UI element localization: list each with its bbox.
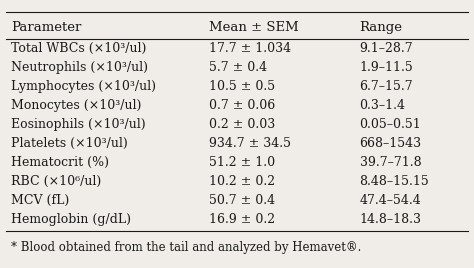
Text: 10.2 ± 0.2: 10.2 ± 0.2	[209, 175, 275, 188]
Text: Neutrophils (×10³/ul): Neutrophils (×10³/ul)	[11, 61, 148, 74]
Text: 17.7 ± 1.034: 17.7 ± 1.034	[209, 42, 291, 55]
Text: 0.3–1.4: 0.3–1.4	[359, 99, 406, 112]
Text: RBC (×10⁶/ul): RBC (×10⁶/ul)	[11, 175, 101, 188]
Text: Range: Range	[359, 21, 402, 34]
Text: 10.5 ± 0.5: 10.5 ± 0.5	[209, 80, 275, 93]
Text: 51.2 ± 1.0: 51.2 ± 1.0	[209, 156, 275, 169]
Text: 39.7–71.8: 39.7–71.8	[359, 156, 421, 169]
Text: MCV (fL): MCV (fL)	[11, 194, 69, 207]
Text: Platelets (×10³/ul): Platelets (×10³/ul)	[11, 137, 128, 150]
Text: Mean ± SEM: Mean ± SEM	[209, 21, 299, 34]
Text: 47.4–54.4: 47.4–54.4	[359, 194, 421, 207]
Text: 50.7 ± 0.4: 50.7 ± 0.4	[209, 194, 275, 207]
Text: 934.7 ± 34.5: 934.7 ± 34.5	[209, 137, 291, 150]
Text: 0.7 ± 0.06: 0.7 ± 0.06	[209, 99, 275, 112]
Text: 1.9–11.5: 1.9–11.5	[359, 61, 413, 74]
Text: 0.2 ± 0.03: 0.2 ± 0.03	[209, 118, 275, 131]
Text: Monocytes (×10³/ul): Monocytes (×10³/ul)	[11, 99, 141, 112]
Text: 8.48–15.15: 8.48–15.15	[359, 175, 429, 188]
Text: Total WBCs (×10³/ul): Total WBCs (×10³/ul)	[11, 42, 146, 55]
Text: * Blood obtained from the tail and analyzed by Hemavet®.: * Blood obtained from the tail and analy…	[11, 241, 361, 254]
Text: Lymphocytes (×10³/ul): Lymphocytes (×10³/ul)	[11, 80, 156, 93]
Text: 5.7 ± 0.4: 5.7 ± 0.4	[209, 61, 267, 74]
Text: Hemoglobin (g/dL): Hemoglobin (g/dL)	[11, 213, 131, 226]
Text: 668–1543: 668–1543	[359, 137, 422, 150]
Text: 0.05–0.51: 0.05–0.51	[359, 118, 421, 131]
Text: 16.9 ± 0.2: 16.9 ± 0.2	[209, 213, 275, 226]
Text: 14.8–18.3: 14.8–18.3	[359, 213, 421, 226]
Text: Parameter: Parameter	[11, 21, 81, 34]
Text: 6.7–15.7: 6.7–15.7	[359, 80, 413, 93]
Text: Hematocrit (%): Hematocrit (%)	[11, 156, 109, 169]
Text: Eosinophils (×10³/ul): Eosinophils (×10³/ul)	[11, 118, 146, 131]
Text: 9.1–28.7: 9.1–28.7	[359, 42, 413, 55]
